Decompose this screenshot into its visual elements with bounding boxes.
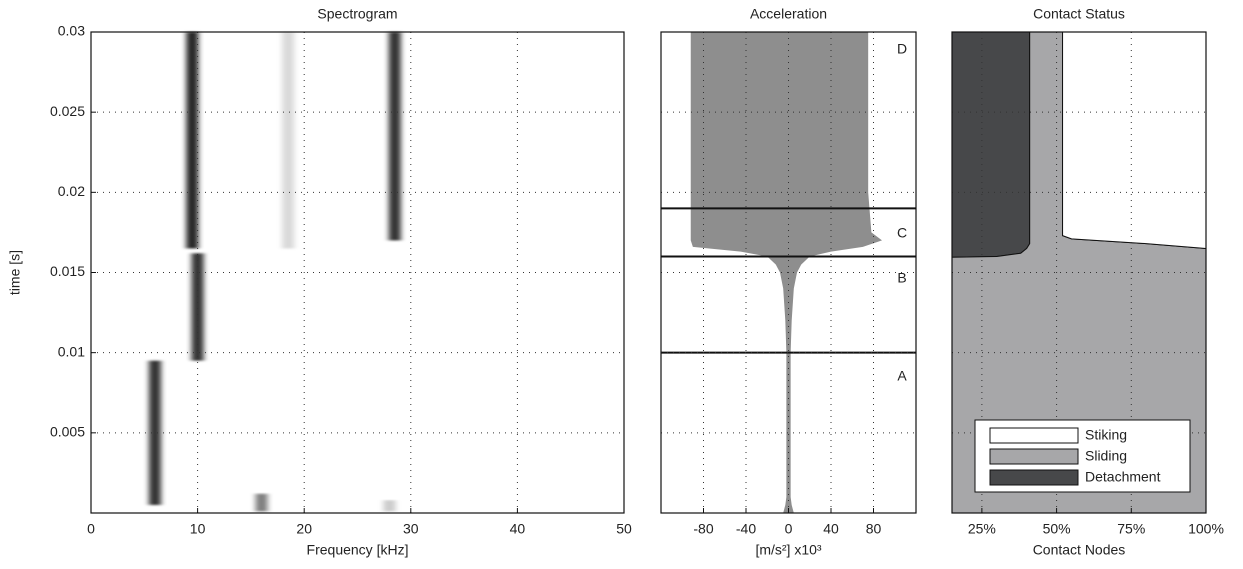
x-axis-label: Frequency [kHz] xyxy=(307,542,409,558)
area xyxy=(1062,32,1206,513)
x-tick-label: -80 xyxy=(693,521,713,537)
y-tick-label: 0.015 xyxy=(50,263,85,279)
y-axis-label: time [s] xyxy=(7,250,23,295)
acceleration-envelope xyxy=(690,32,882,513)
ridge xyxy=(148,360,161,505)
x-tick-label: 50% xyxy=(1043,521,1071,537)
x-tick-label: 25% xyxy=(968,521,996,537)
x-tick-label: 20 xyxy=(296,521,312,537)
panel-title: Contact Status xyxy=(1033,6,1125,22)
frame xyxy=(951,31,1207,514)
phase-label: B xyxy=(897,270,906,286)
phase-label: D xyxy=(897,40,907,56)
x-tick-label: 10 xyxy=(190,521,206,537)
legend-swatch xyxy=(989,427,1079,444)
panel: Stiking Sliding Detachment 25% 50% 75% 100% Con… xyxy=(951,6,1224,558)
x-tick-label: 0 xyxy=(785,521,793,537)
y-tick-label: 0.025 xyxy=(50,103,85,119)
x-axis-label: Contact Nodes xyxy=(1033,542,1126,558)
panel-title: Acceleration xyxy=(750,6,827,22)
x-tick-label: -40 xyxy=(736,521,756,537)
x-tick-label: 40 xyxy=(510,521,526,537)
y-tick-label: 0.005 xyxy=(50,424,85,440)
ridge xyxy=(282,32,295,249)
legend-label: Stiking xyxy=(1085,427,1127,443)
x-tick-label: 40 xyxy=(823,521,839,537)
ridge xyxy=(186,32,199,249)
phase-label: C xyxy=(897,225,907,241)
ridge xyxy=(191,253,204,361)
panel: 0 10 20 30 40 50 0.005 0.01 0.015 0.02 0.025 0.03 Sp… xyxy=(7,6,632,558)
x-tick-label: 50 xyxy=(616,521,632,537)
x-tick-label: 80 xyxy=(866,521,882,537)
legend-label: Detachment xyxy=(1085,469,1161,485)
panel: A B C D -80 -40 0 40 80 Acceleration [m/s²] x10³ xyxy=(660,6,917,558)
y-tick-label: 0.01 xyxy=(58,343,85,359)
x-tick-label: 30 xyxy=(403,521,419,537)
phase-label: A xyxy=(897,367,907,383)
x-axis-label: [m/s²] x10³ xyxy=(755,542,821,558)
legend-label: Sliding xyxy=(1085,448,1127,464)
panel-title: Spectrogram xyxy=(317,6,397,22)
y-tick-label: 0.02 xyxy=(58,183,85,199)
x-tick-label: 100% xyxy=(1188,521,1224,537)
x-tick-label: 0 xyxy=(87,521,95,537)
ridge xyxy=(383,500,396,512)
x-tick-label: 75% xyxy=(1117,521,1145,537)
plot-area xyxy=(91,32,624,513)
legend-swatch xyxy=(989,469,1079,486)
y-tick-label: 0.03 xyxy=(58,23,85,39)
legend-swatch xyxy=(989,448,1079,465)
ridge xyxy=(255,493,268,512)
ridge xyxy=(388,32,401,241)
